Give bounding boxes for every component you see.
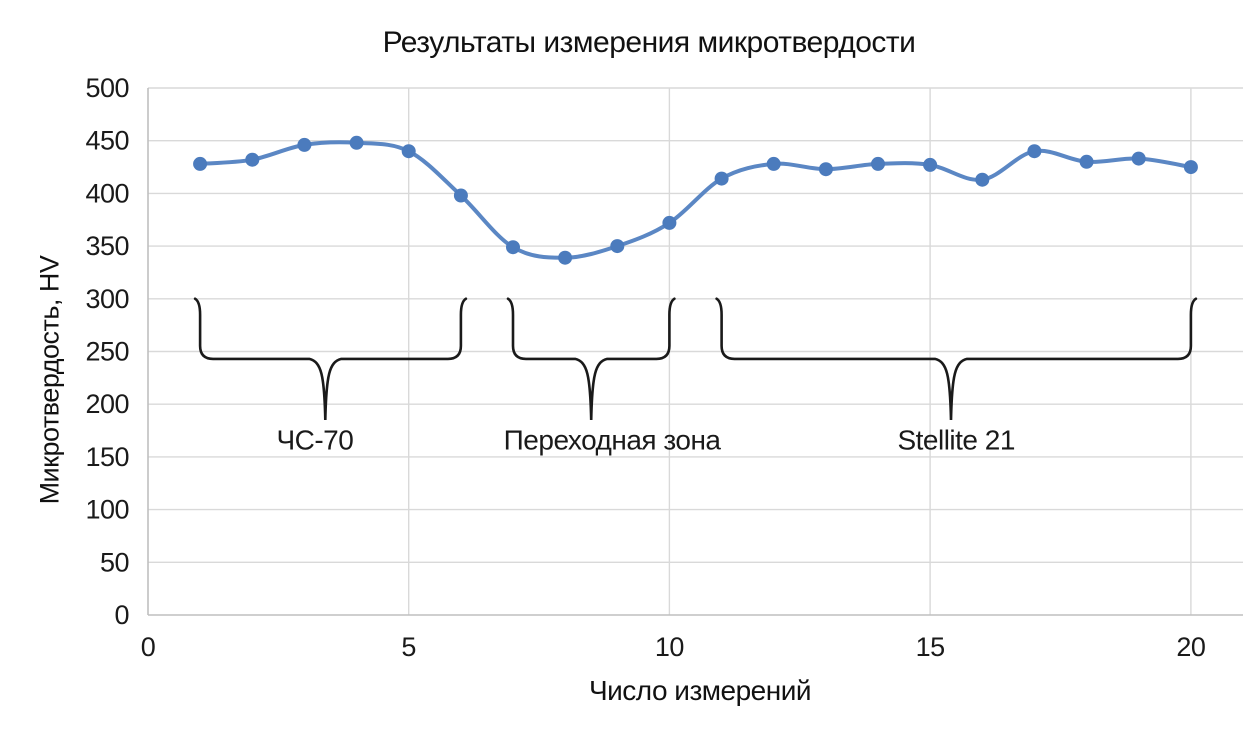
data-point: [245, 152, 260, 167]
y-tick-label: 150: [85, 442, 129, 472]
y-tick-label: 400: [85, 178, 129, 208]
data-point: [1183, 160, 1198, 175]
data-point: [558, 250, 573, 265]
y-tick-label: 300: [85, 284, 129, 314]
data-point: [1027, 144, 1042, 159]
y-tick-label: 500: [85, 73, 129, 103]
chart-title: Результаты измерения микротвердости: [382, 26, 916, 59]
data-point: [975, 172, 990, 187]
data-point: [662, 215, 677, 230]
data-point: [871, 156, 885, 171]
data-point: [818, 162, 833, 177]
data-point: [349, 135, 364, 150]
data-point: [401, 144, 416, 159]
brace: [506, 297, 676, 421]
brace: [193, 297, 468, 421]
y-tick-label: 350: [85, 231, 129, 261]
data-point: [714, 171, 729, 186]
x-tick-label: 20: [1176, 632, 1205, 662]
data-point: [506, 240, 520, 255]
series-line: [198, 140, 1193, 260]
x-tick-label: 0: [141, 632, 156, 662]
y-tick-label: 100: [85, 495, 129, 525]
y-tick-label: 50: [100, 547, 129, 577]
y-tick-label: 450: [85, 126, 129, 156]
brace-label: Stellite 21: [897, 425, 1014, 456]
y-tick-label: 250: [85, 337, 129, 367]
x-tick-label: 15: [916, 632, 945, 662]
brace-label: Переходная зона: [504, 425, 722, 456]
x-tick-label: 5: [401, 632, 416, 662]
data-point: [453, 188, 468, 203]
x-tick-label: 10: [655, 632, 684, 662]
data-point: [1131, 151, 1146, 166]
data-point: [1079, 154, 1094, 169]
data-point: [766, 156, 781, 171]
data-point: [610, 239, 625, 254]
data-point: [193, 156, 208, 171]
x-axis-title: Число измерений: [589, 675, 812, 706]
y-tick-label: 200: [85, 389, 129, 419]
brace-label: ЧС-70: [276, 425, 353, 456]
data-point: [297, 137, 312, 152]
y-tick-label: 0: [114, 600, 129, 630]
data-point: [923, 157, 938, 172]
brace: [715, 297, 1198, 421]
